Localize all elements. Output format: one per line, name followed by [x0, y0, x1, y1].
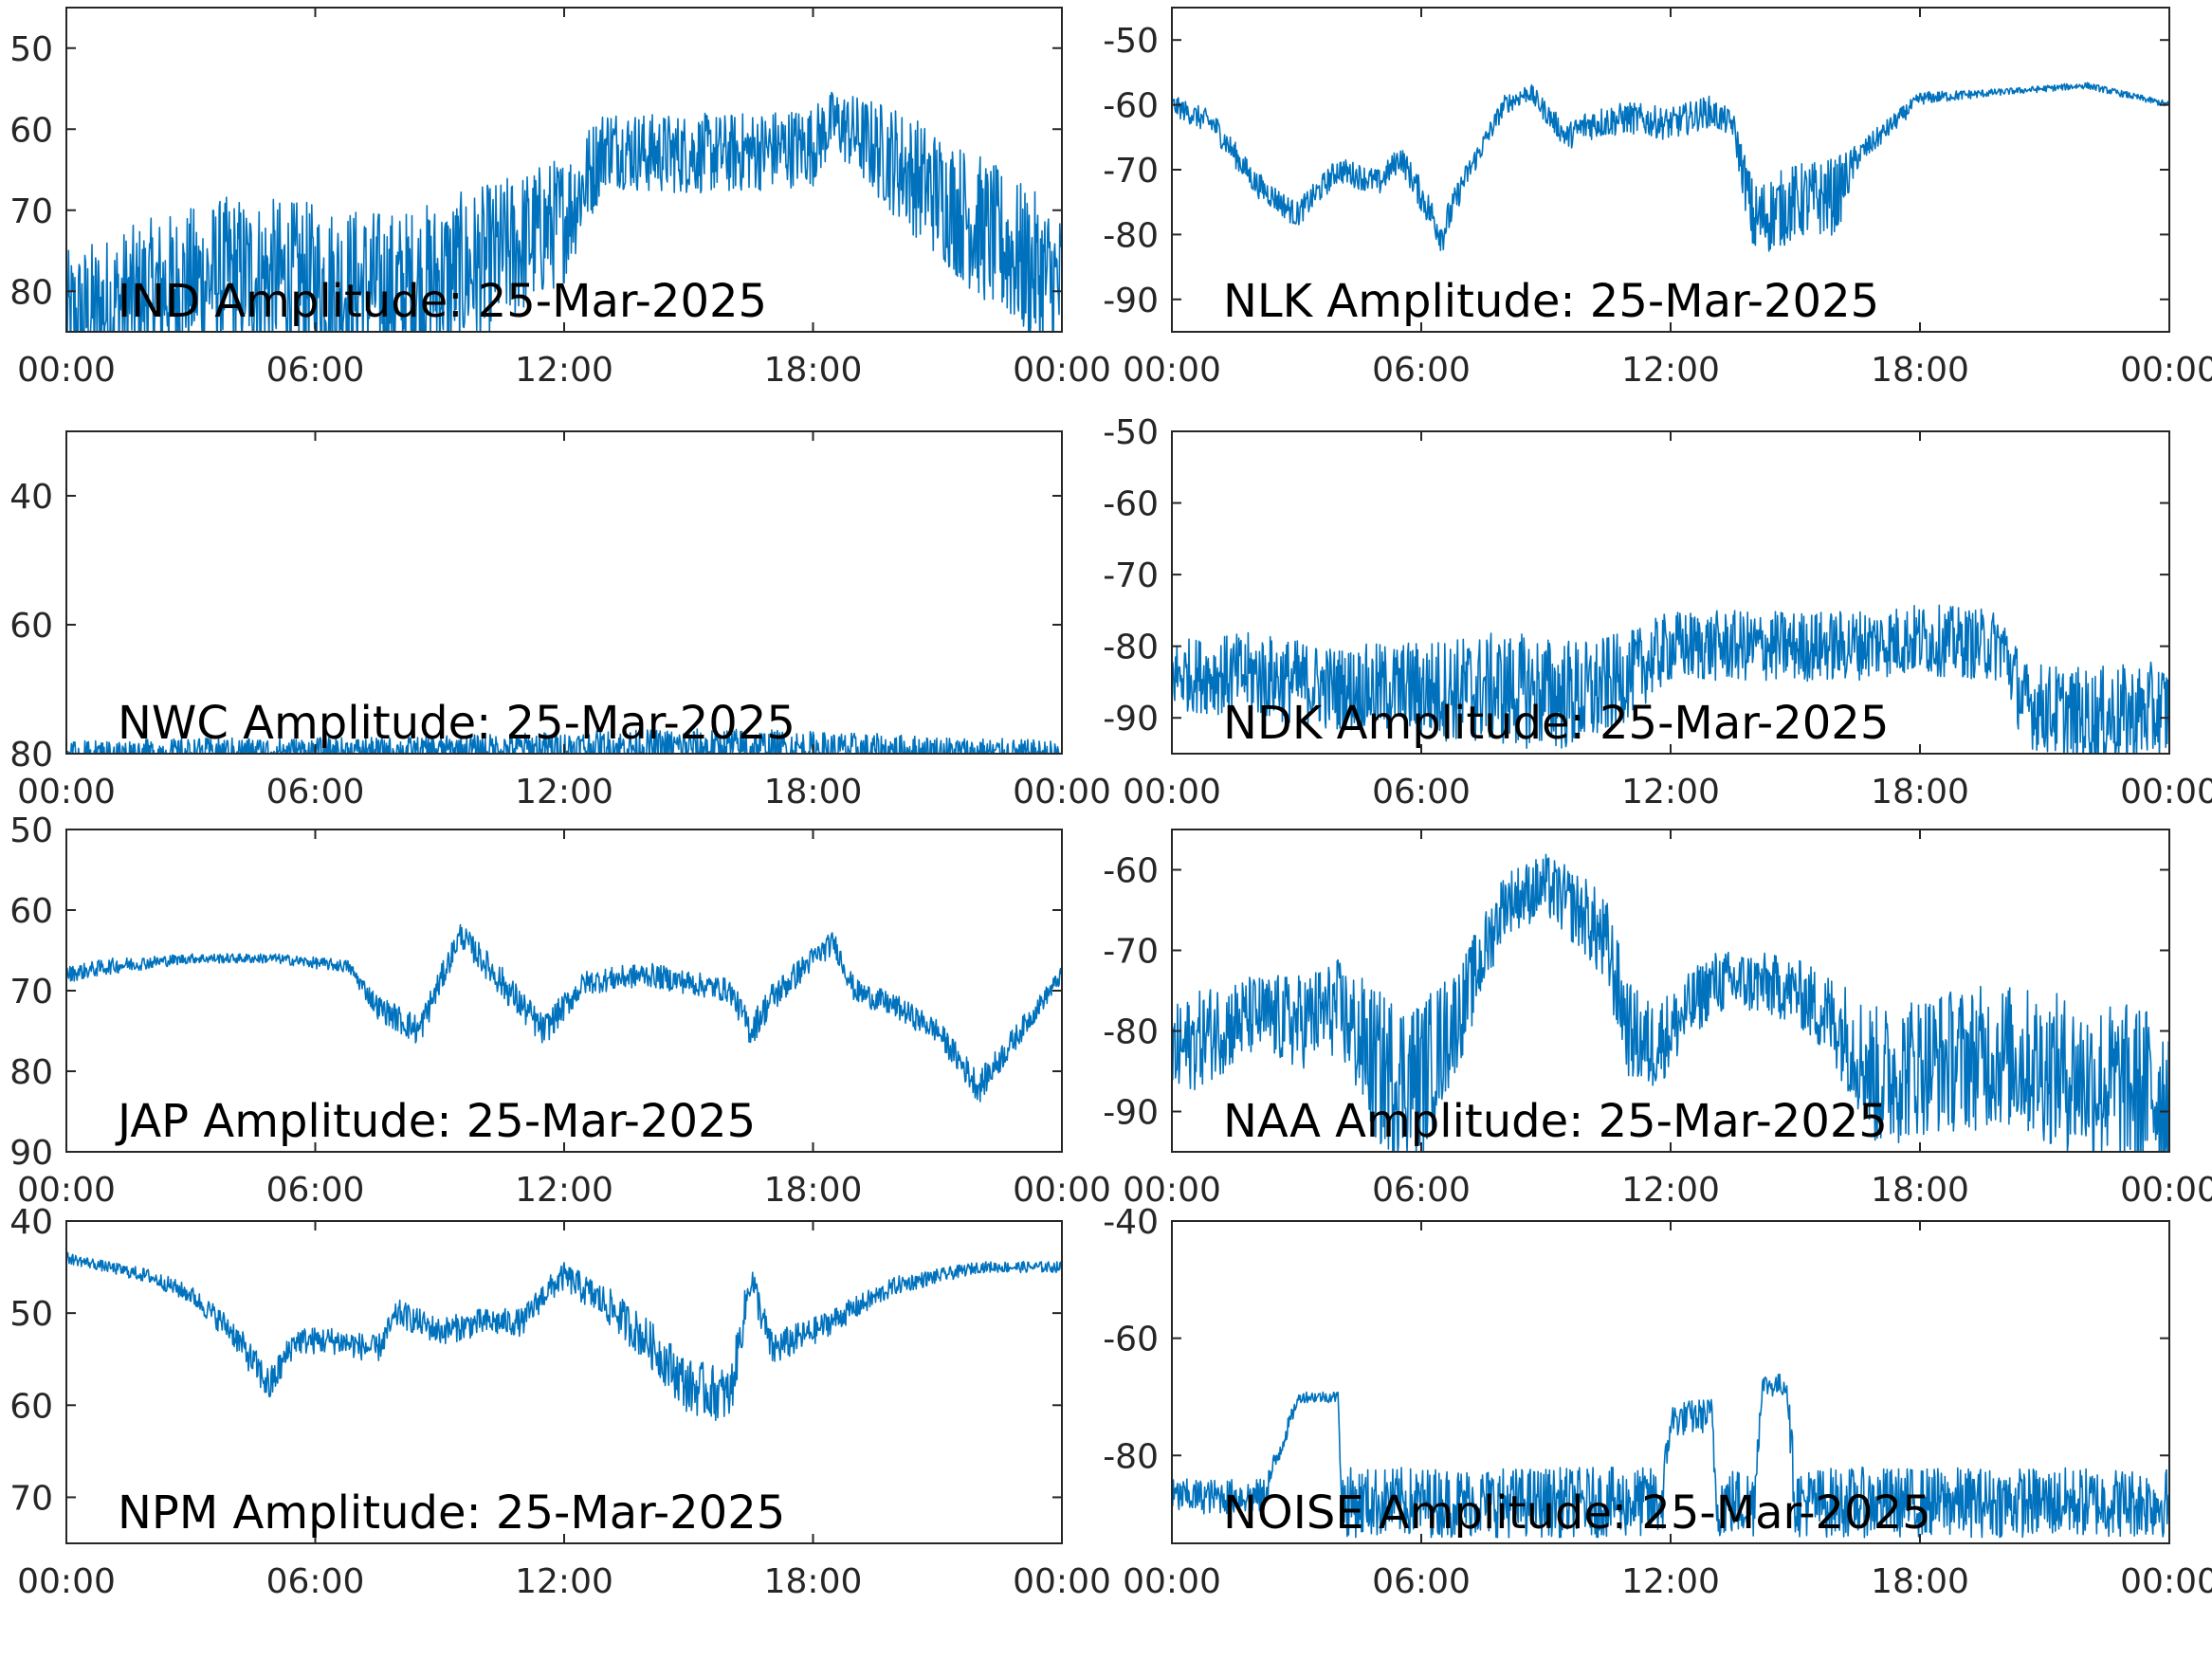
jap-x-tick-label: 00:00: [17, 1171, 116, 1210]
jap-y-tick-label: 90: [9, 1134, 53, 1173]
panel-npm: 00:00 06:00 12:00 18:00 00:00 70 60 50 40 NPM Amp…: [9, 1203, 1111, 1601]
ind-y-tick-label: 80: [9, 273, 53, 312]
ind-y-tick-label: 70: [9, 192, 53, 231]
nlk-x-tick-label: 12:00: [1621, 351, 1720, 390]
nlk-x-tick-label: 00:00: [1123, 351, 1221, 390]
panel-naa: 00:00 06:00 12:00 18:00 00:00 -90 -80 -70 -60 NAA…: [1103, 829, 2212, 1210]
npm-x-tick-label: 18:00: [764, 1562, 863, 1601]
noise-x-tick-label: 00:00: [1123, 1562, 1221, 1601]
ind-panel-title: IND Amplitude: 25-Mar-2025: [118, 275, 767, 328]
ndk-x-tick-label: 18:00: [1871, 773, 1969, 811]
nwc-x-tick-label: 12:00: [515, 773, 613, 811]
nwc-x-tick-label: 18:00: [764, 773, 863, 811]
nlk-y-tick-label: -90: [1103, 282, 1159, 320]
ndk-y-tick-label: -80: [1103, 629, 1159, 667]
noise-amplitude-trace: [1172, 1373, 2169, 1539]
panel-ndk: 00:00 06:00 12:00 18:00 00:00 -90 -80 -70 -60 -50…: [1103, 413, 2212, 811]
jap-y-tick-label: 60: [9, 892, 53, 931]
ind-x-tick-label: 06:00: [266, 351, 365, 390]
nwc-x-tick-label: 00:00: [17, 773, 116, 811]
ndk-panel-title: NDK Amplitude: 25-Mar-2025: [1223, 697, 1889, 750]
ndk-y-tick-label: -70: [1103, 556, 1159, 595]
jap-panel-title: JAP Amplitude: 25-Mar-2025: [115, 1095, 756, 1148]
ind-amplitude-trace: [66, 91, 1062, 332]
nlk-x-tick-label: 06:00: [1372, 351, 1471, 390]
naa-x-tick-label: 12:00: [1621, 1171, 1720, 1210]
npm-y-tick-label: 50: [9, 1295, 53, 1334]
naa-panel-title: NAA Amplitude: 25-Mar-2025: [1223, 1095, 1888, 1148]
noise-x-tick-label: 12:00: [1621, 1562, 1720, 1601]
nwc-panel-title: NWC Amplitude: 25-Mar-2025: [118, 697, 795, 750]
noise-y-tick-label: -60: [1103, 1321, 1159, 1359]
ndk-y-tick-label: -60: [1103, 485, 1159, 524]
npm-x-tick-label: 12:00: [515, 1562, 613, 1601]
ndk-y-tick-label: -90: [1103, 700, 1159, 738]
naa-amplitude-trace: [1172, 853, 2169, 1152]
npm-x-tick-label: 00:00: [1013, 1562, 1111, 1601]
noise-panel-title: NOISE Amplitude: 25-Mar-2025: [1223, 1486, 1931, 1540]
jap-x-tick-label: 00:00: [1013, 1171, 1111, 1210]
npm-y-tick-label: 70: [9, 1479, 53, 1518]
panel-noise: 00:00 06:00 12:00 18:00 00:00 -80 -60 -40 NOISE …: [1103, 1203, 2212, 1601]
ind-x-tick-label: 12:00: [515, 351, 613, 390]
npm-amplitude-trace: [66, 1251, 1062, 1421]
naa-y-tick-label: -90: [1103, 1094, 1159, 1133]
panel-ind: 00:00 06:00 12:00 18:00 00:00 80 70 60 50 IND Amp…: [9, 7, 1111, 390]
ind-y-tick-label: 60: [9, 111, 53, 150]
jap-amplitude-trace: [66, 923, 1062, 1103]
ind-x-tick-label: 00:00: [17, 351, 116, 390]
nlk-y-tick-label: -70: [1103, 152, 1159, 191]
jap-y-tick-label: 50: [9, 811, 53, 850]
npm-panel-title: NPM Amplitude: 25-Mar-2025: [118, 1486, 785, 1540]
noise-y-tick-label: -80: [1103, 1437, 1159, 1476]
noise-x-tick-label: 00:00: [2120, 1562, 2212, 1601]
nwc-y-tick-label: 40: [9, 478, 53, 517]
nlk-amplitude-trace: [1172, 82, 2169, 252]
nwc-x-tick-label: 00:00: [1013, 773, 1111, 811]
nlk-y-tick-label: -80: [1103, 216, 1159, 255]
naa-x-tick-label: 00:00: [2120, 1171, 2212, 1210]
npm-x-tick-label: 06:00: [266, 1562, 365, 1601]
ind-x-tick-label: 18:00: [764, 351, 863, 390]
nlk-y-tick-label: -50: [1103, 22, 1159, 61]
npm-x-tick-label: 00:00: [17, 1562, 116, 1601]
nwc-y-tick-label: 80: [9, 736, 53, 775]
npm-y-tick-label: 40: [9, 1203, 53, 1242]
ndk-x-tick-label: 12:00: [1621, 773, 1720, 811]
jap-y-tick-label: 70: [9, 973, 53, 1012]
nlk-x-tick-label: 18:00: [1871, 351, 1969, 390]
noise-x-tick-label: 18:00: [1871, 1562, 1969, 1601]
noise-x-tick-label: 06:00: [1372, 1562, 1471, 1601]
jap-x-tick-label: 12:00: [515, 1171, 613, 1210]
jap-x-tick-label: 06:00: [266, 1171, 365, 1210]
nwc-x-tick-label: 06:00: [266, 773, 365, 811]
jap-y-tick-label: 80: [9, 1053, 53, 1092]
naa-x-tick-label: 00:00: [1123, 1171, 1221, 1210]
panel-nlk: 00:00 06:00 12:00 18:00 00:00 -90 -80 -70 -60 -50…: [1103, 7, 2212, 390]
ndk-amplitude-trace: [1172, 604, 2169, 754]
nlk-panel-title: NLK Amplitude: 25-Mar-2025: [1223, 275, 1879, 328]
nlk-x-tick-label: 00:00: [2120, 351, 2212, 390]
noise-y-tick-label: -40: [1103, 1203, 1159, 1242]
ndk-x-tick-label: 00:00: [1123, 773, 1221, 811]
ndk-x-tick-label: 00:00: [2120, 773, 2212, 811]
ind-x-tick-label: 00:00: [1013, 351, 1111, 390]
naa-x-tick-label: 18:00: [1871, 1171, 1969, 1210]
nlk-y-tick-label: -60: [1103, 87, 1159, 126]
ndk-x-tick-label: 06:00: [1372, 773, 1471, 811]
ndk-y-tick-label: -50: [1103, 413, 1159, 452]
naa-y-tick-label: -80: [1103, 1013, 1159, 1052]
npm-y-tick-label: 60: [9, 1387, 53, 1426]
naa-y-tick-label: -70: [1103, 933, 1159, 972]
jap-x-tick-label: 18:00: [764, 1171, 863, 1210]
naa-y-tick-label: -60: [1103, 852, 1159, 891]
ind-y-tick-label: 50: [9, 30, 53, 69]
nwc-y-tick-label: 60: [9, 607, 53, 646]
naa-x-tick-label: 06:00: [1372, 1171, 1471, 1210]
